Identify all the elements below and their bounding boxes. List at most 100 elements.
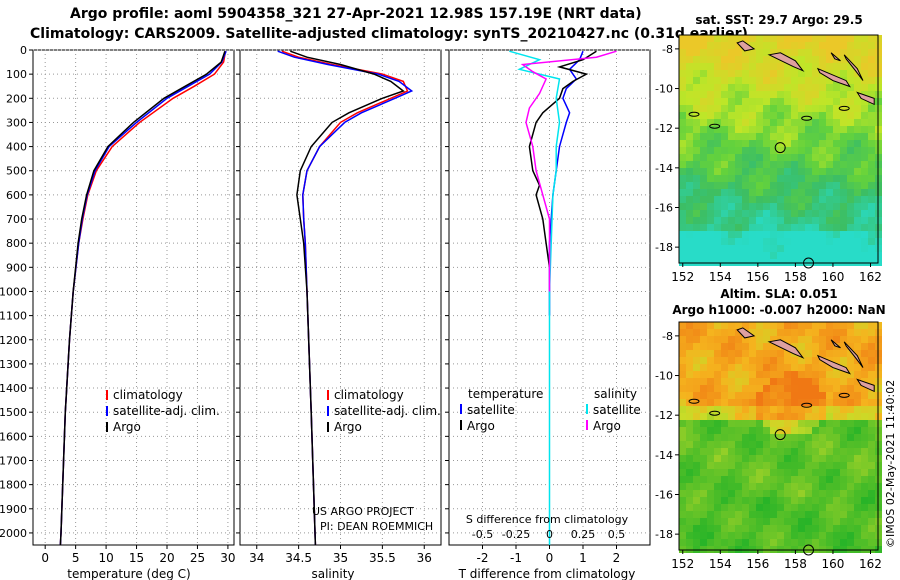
- heat-cell: [686, 252, 693, 259]
- heat-cell: [812, 91, 819, 98]
- heat-cell: [833, 497, 840, 504]
- heat-cell: [833, 252, 840, 259]
- heat-cell: [840, 455, 847, 462]
- heat-cell: [707, 469, 714, 476]
- heat-cell: [693, 203, 700, 210]
- heat-cell: [686, 147, 693, 154]
- heat-cell: [756, 168, 763, 175]
- heat-cell: [854, 343, 861, 350]
- heat-cell: [770, 462, 777, 469]
- heat-cell: [735, 504, 742, 511]
- y-tick-label: -10: [655, 83, 673, 96]
- heat-cell: [700, 399, 707, 406]
- heat-cell: [826, 42, 833, 49]
- heat-cell: [868, 182, 875, 189]
- heat-cell: [819, 56, 826, 63]
- heat-cell: [861, 168, 868, 175]
- heat-cell: [770, 350, 777, 357]
- heat-cell: [777, 469, 784, 476]
- heat-cell: [735, 420, 742, 427]
- heat-cell: [805, 98, 812, 105]
- heat-cell: [861, 336, 868, 343]
- heat-cell: [777, 42, 784, 49]
- heat-cell: [679, 105, 686, 112]
- heat-cell: [721, 98, 728, 105]
- heat-cell: [784, 511, 791, 518]
- heat-cell: [749, 539, 756, 546]
- heat-cell: [735, 427, 742, 434]
- heat-cell: [686, 406, 693, 413]
- heat-cell: [798, 490, 805, 497]
- heat-cell: [777, 154, 784, 161]
- heat-cell: [784, 203, 791, 210]
- heat-cell: [805, 455, 812, 462]
- heat-cell: [847, 525, 854, 532]
- heat-cell: [826, 385, 833, 392]
- heat-cell: [693, 238, 700, 245]
- heat-cell: [763, 210, 770, 217]
- heat-cell: [763, 105, 770, 112]
- heat-cell: [686, 154, 693, 161]
- heat-cell: [826, 469, 833, 476]
- y-tick-label: 200: [6, 92, 27, 105]
- heat-cell: [770, 182, 777, 189]
- heat-cell: [735, 126, 742, 133]
- heat-cell: [840, 441, 847, 448]
- heat-cell: [693, 231, 700, 238]
- heat-cell: [742, 112, 749, 119]
- heat-cell: [819, 112, 826, 119]
- heat-cell: [805, 469, 812, 476]
- heat-cell: [728, 427, 735, 434]
- heat-cell: [798, 462, 805, 469]
- heat-cell: [686, 49, 693, 56]
- heat-cell: [847, 196, 854, 203]
- heat-cell: [784, 231, 791, 238]
- heat-cell: [861, 476, 868, 483]
- heat-cell: [770, 217, 777, 224]
- heat-cell: [847, 357, 854, 364]
- heat-cell: [707, 329, 714, 336]
- heat-cell: [763, 525, 770, 532]
- y-tick-label: -8: [662, 330, 673, 343]
- heat-cell: [840, 476, 847, 483]
- heat-cell: [714, 126, 721, 133]
- heat-cell: [700, 154, 707, 161]
- heat-cell: [756, 420, 763, 427]
- heat-cell: [798, 119, 805, 126]
- heat-cell: [854, 42, 861, 49]
- heat-cell: [826, 189, 833, 196]
- heat-cell: [840, 42, 847, 49]
- heat-cell: [686, 238, 693, 245]
- heat-cell: [749, 504, 756, 511]
- heat-cell: [847, 378, 854, 385]
- heat-cell: [700, 476, 707, 483]
- heat-cell: [770, 224, 777, 231]
- legend-label: satellite-adj. clim.: [334, 404, 441, 418]
- heat-cell: [854, 63, 861, 70]
- heat-cell: [707, 224, 714, 231]
- heat-cell: [819, 105, 826, 112]
- heat-cell: [868, 525, 875, 532]
- heat-cell: [784, 112, 791, 119]
- heat-cell: [721, 448, 728, 455]
- heat-cell: [728, 406, 735, 413]
- heat-cell: [791, 140, 798, 147]
- heat-cell: [819, 238, 826, 245]
- heat-cell: [728, 161, 735, 168]
- heat-cell: [819, 322, 826, 329]
- heat-cell: [798, 133, 805, 140]
- heat-cell: [749, 532, 756, 539]
- heat-cell: [742, 343, 749, 350]
- heat-cell: [693, 140, 700, 147]
- heat-cell: [798, 63, 805, 70]
- heat-cell: [777, 406, 784, 413]
- heat-cell: [777, 455, 784, 462]
- heat-cell: [735, 497, 742, 504]
- heat-cell: [784, 420, 791, 427]
- heat-cell: [847, 385, 854, 392]
- heat-cell: [700, 504, 707, 511]
- heat-cell: [770, 329, 777, 336]
- heat-cell: [826, 336, 833, 343]
- heat-cell: [847, 168, 854, 175]
- heat-cell: [777, 434, 784, 441]
